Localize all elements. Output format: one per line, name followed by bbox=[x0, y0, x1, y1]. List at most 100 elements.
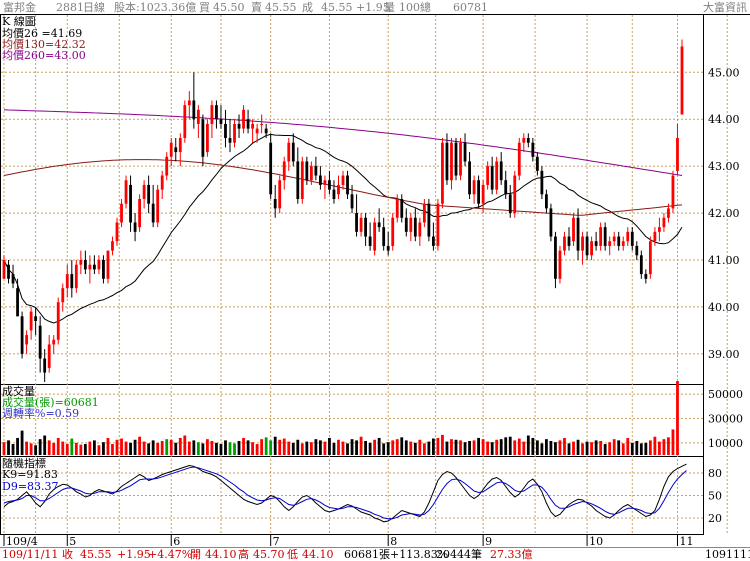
candle-down bbox=[237, 123, 241, 129]
volume-bar bbox=[563, 437, 566, 455]
candle-down bbox=[544, 194, 548, 209]
volume-bar bbox=[273, 436, 277, 455]
volume-bar bbox=[269, 440, 273, 455]
volume-bars bbox=[2, 381, 679, 455]
candle-up bbox=[395, 199, 399, 218]
kd-tick-label: 20 bbox=[708, 512, 722, 525]
volume-bar bbox=[287, 441, 291, 455]
volume-bar bbox=[377, 437, 381, 455]
candle-down bbox=[7, 264, 10, 279]
volume-bar bbox=[644, 442, 648, 455]
volume-bar bbox=[305, 441, 309, 455]
k9-legend: K9=91.83 bbox=[2, 468, 58, 481]
volume-bar bbox=[486, 441, 490, 455]
candle-down bbox=[34, 316, 38, 321]
brand-label: 大富資訊 bbox=[703, 0, 747, 14]
total-volume: 60781 bbox=[453, 1, 488, 14]
volume-bar bbox=[124, 441, 128, 455]
volume-bar bbox=[459, 440, 462, 455]
volume-bar bbox=[205, 439, 209, 455]
candle-down bbox=[129, 184, 132, 223]
candle-down bbox=[273, 199, 277, 209]
last-label: 成 bbox=[302, 1, 313, 14]
candle-up bbox=[210, 105, 214, 124]
candle-up bbox=[441, 142, 444, 204]
volume-bar bbox=[142, 441, 146, 455]
volume-bar bbox=[346, 443, 349, 455]
volume-bar bbox=[368, 442, 372, 455]
price-tick-label: 41.00 bbox=[708, 254, 740, 267]
volume-bar bbox=[558, 440, 562, 455]
volume-bar bbox=[7, 440, 10, 455]
volume-bar bbox=[617, 440, 621, 455]
volume-bar bbox=[508, 436, 512, 455]
volume-bar bbox=[323, 441, 327, 455]
volume-bar bbox=[120, 438, 123, 455]
ma26-legend: 均價26 =41.69 bbox=[2, 26, 82, 40]
candle-down bbox=[549, 208, 553, 237]
ma260-legend: 均價260=43.00 bbox=[2, 48, 86, 62]
candle-up bbox=[97, 260, 101, 270]
candle-down bbox=[382, 227, 386, 246]
candle-up bbox=[178, 138, 182, 153]
volume-bar bbox=[513, 440, 517, 455]
volume-bar bbox=[29, 443, 33, 455]
candle-up bbox=[513, 175, 517, 214]
x-tick-label: 109/4 bbox=[6, 535, 38, 548]
x-tick-label: 9 bbox=[485, 535, 492, 548]
candle-down bbox=[504, 180, 508, 195]
volume-bar bbox=[309, 442, 313, 455]
candle-up bbox=[187, 100, 191, 106]
price-tick-label: 39.00 bbox=[708, 348, 740, 361]
candle-up bbox=[65, 274, 69, 289]
volume-bar bbox=[151, 440, 155, 455]
candle-up bbox=[436, 203, 440, 246]
kd-tick-label: 50 bbox=[708, 490, 722, 503]
volume-bar bbox=[20, 430, 24, 455]
candle-down bbox=[332, 189, 336, 199]
kd-panel-frame bbox=[0, 456, 704, 535]
volume-bar bbox=[567, 443, 571, 455]
candle-up bbox=[671, 175, 675, 209]
candle-up bbox=[373, 222, 377, 251]
candle-up bbox=[563, 236, 566, 251]
candle-down bbox=[269, 142, 273, 195]
candle-down bbox=[431, 236, 435, 246]
volume-bar bbox=[612, 439, 616, 455]
candle-up bbox=[590, 241, 594, 256]
volume-bar bbox=[11, 444, 15, 455]
volume-bar bbox=[291, 442, 295, 455]
volume-bar bbox=[147, 443, 151, 455]
candle-up bbox=[481, 184, 485, 204]
candle-up bbox=[621, 241, 625, 246]
footer-volume: 60681張+113.83% bbox=[344, 548, 448, 561]
volume-bar bbox=[38, 439, 42, 455]
volume-bar bbox=[409, 441, 413, 455]
volume-bar bbox=[74, 442, 78, 455]
candle-down bbox=[43, 358, 47, 373]
volume-bar bbox=[52, 442, 56, 455]
volume-bar bbox=[224, 440, 227, 455]
volume-bar bbox=[328, 437, 331, 455]
candle-up bbox=[612, 236, 616, 242]
change-label: 量 bbox=[384, 1, 395, 14]
footer-high-label: 高 bbox=[238, 547, 249, 561]
volume-bar bbox=[183, 435, 187, 455]
volume-bar bbox=[599, 440, 603, 455]
ma130-legend: 均價130=42.32 bbox=[2, 37, 86, 51]
candle-down bbox=[630, 231, 634, 246]
volume-bar bbox=[495, 439, 499, 455]
volume-bar bbox=[165, 439, 169, 455]
candle-down bbox=[38, 325, 42, 359]
candle-down bbox=[355, 213, 358, 232]
volume-bar bbox=[156, 442, 160, 455]
volume-bar bbox=[422, 443, 426, 455]
x-tick-label: 11 bbox=[679, 535, 693, 548]
volume-bar bbox=[355, 440, 358, 455]
candle-up bbox=[680, 46, 684, 115]
footer-close-label: 收 bbox=[62, 547, 73, 561]
candle-down bbox=[350, 194, 354, 209]
candle-up bbox=[676, 138, 679, 171]
